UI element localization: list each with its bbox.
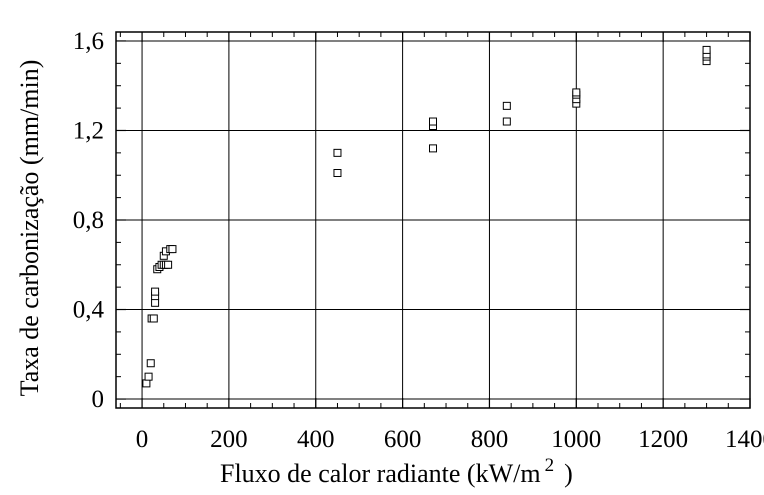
data-points [142,45,711,388]
y-axis-tick-labels: 0 0,4 0,8 1,2 1,6 [73,28,105,413]
data-point [144,372,153,381]
y-tick-label: 0,8 [73,207,104,234]
data-point [572,88,581,97]
y-tick-label: 0 [92,386,105,413]
y-axis-label: Taxa de carbonização (mm/min) [15,60,44,397]
data-point [702,45,711,54]
data-point [149,314,158,323]
x-tick-label: 1000 [551,426,601,453]
data-point [168,245,177,254]
y-tick-label: 1,6 [73,28,104,55]
grid-lines [116,32,751,408]
data-point [429,117,437,126]
data-point [429,144,437,153]
x-tick-label: 0 [136,426,149,453]
data-point [151,287,160,296]
x-axis-label-text: Fluxo de calor radiante (kW/m [220,459,541,488]
y-tick-label: 0,4 [73,297,105,324]
x-tick-label: 600 [384,426,422,453]
y-tick-label: 1,2 [73,117,104,144]
x-axis-label: Fluxo de calor radiante (kW/m 2) [220,455,573,488]
axis-ticks [116,32,751,408]
x-tick-label: 200 [210,426,248,453]
data-point [502,101,511,110]
x-tick-label: 1200 [638,426,688,453]
x-tick-label: 400 [297,426,335,453]
data-point [333,169,342,177]
x-axis-label-superscript: 2 [545,455,555,476]
data-point [151,298,160,307]
data-point [502,117,511,126]
data-point [164,260,173,269]
x-tick-label: 800 [471,426,509,453]
data-point [146,359,155,368]
data-point [142,379,151,388]
x-axis-label-suffix: ) [564,459,573,488]
data-point [333,148,342,157]
